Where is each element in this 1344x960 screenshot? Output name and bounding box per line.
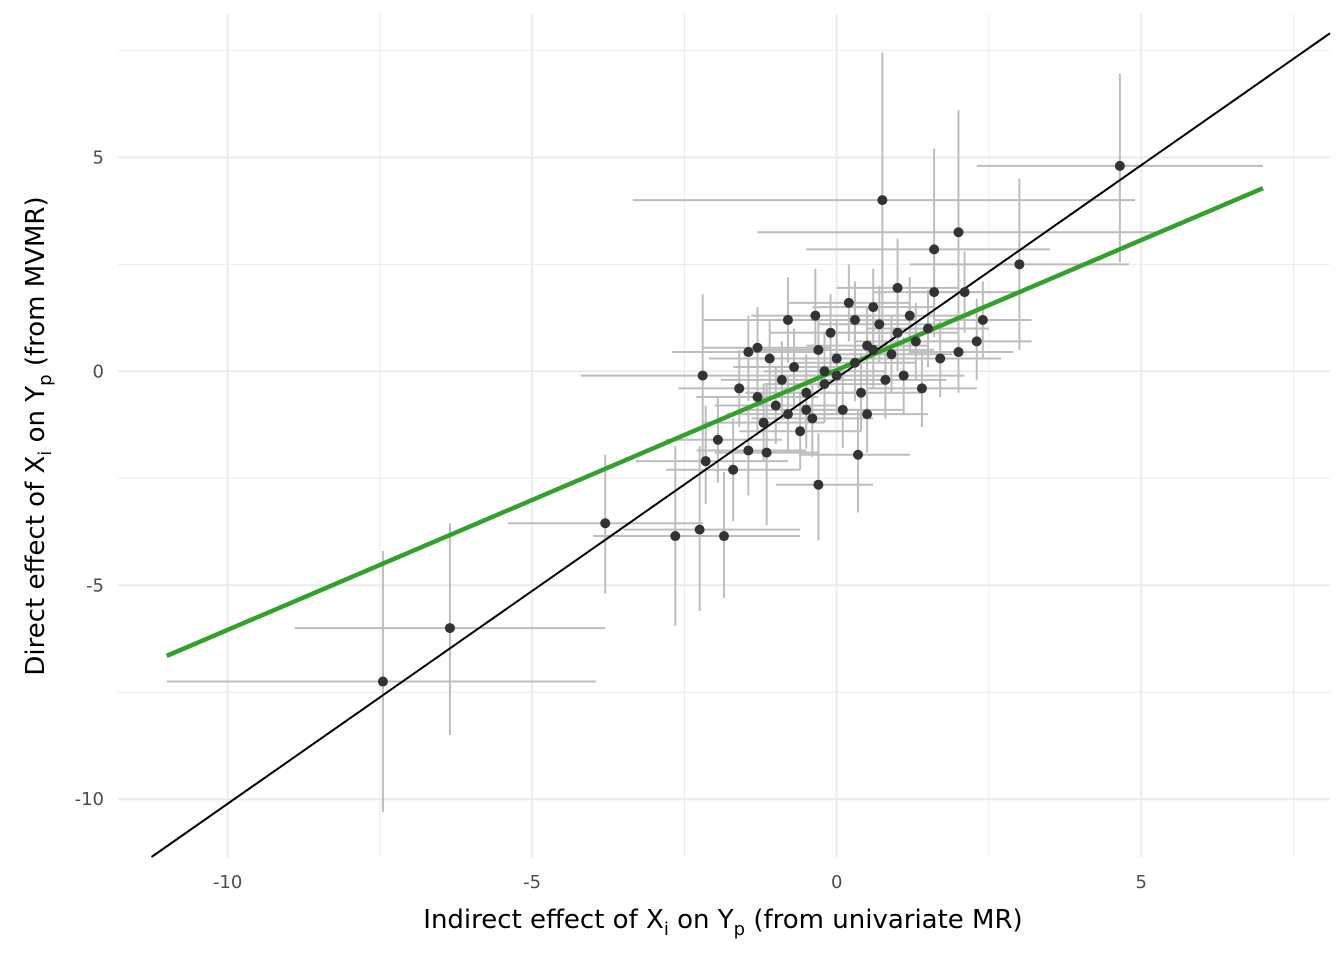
x-tick-label: 5: [1135, 872, 1146, 893]
data-point: [819, 379, 830, 390]
data-point: [444, 623, 455, 634]
data-point: [916, 383, 927, 394]
data-point: [935, 353, 946, 364]
data-point: [831, 353, 842, 364]
data-point: [849, 314, 860, 325]
data-point: [712, 434, 723, 445]
data-point: [734, 383, 745, 394]
data-point: [764, 353, 775, 364]
data-point: [719, 531, 729, 542]
identity-line: [150, 32, 1331, 858]
data-point: [801, 387, 812, 398]
data-point: [752, 391, 763, 402]
data-point: [923, 323, 934, 334]
data-point: [776, 374, 787, 385]
data-point: [782, 314, 793, 325]
data-point: [874, 319, 885, 330]
data-point: [898, 370, 909, 381]
data-point: [1014, 259, 1025, 270]
data-point: [377, 676, 388, 687]
y-axis-title: Direct effect of Xi on Yp (from MVMR): [21, 196, 56, 675]
data-point: [825, 327, 836, 338]
y-axis-tick-labels: -10 -5 0 5: [75, 147, 104, 810]
data-point: [904, 310, 915, 321]
data-point: [694, 524, 705, 535]
data-point: [600, 518, 611, 529]
data-point: [892, 327, 903, 338]
x-axis-tick-labels: -10 -5 0 5: [213, 872, 1147, 893]
x-tick-label: 0: [831, 872, 842, 893]
data-point: [868, 344, 879, 355]
data-point: [862, 409, 873, 420]
data-point: [728, 464, 739, 475]
data-point: [843, 297, 854, 308]
x-axis-title: Indirect effect of Xi on Yp (from univar…: [423, 905, 1022, 940]
data-point: [795, 426, 806, 437]
data-point: [700, 456, 711, 467]
data-point: [971, 336, 982, 347]
data-point: [810, 310, 821, 321]
data-point: [953, 347, 964, 358]
data-point: [801, 404, 812, 415]
data-point: [770, 400, 781, 411]
x-tick-label: -10: [213, 872, 242, 893]
trend-lines: [150, 32, 1331, 858]
y-tick-label: -10: [75, 789, 104, 810]
data-point: [880, 374, 891, 385]
data-point: [761, 447, 772, 458]
data-point: [752, 342, 763, 353]
data-point: [831, 370, 842, 381]
data-point: [743, 347, 754, 358]
data-point: [953, 227, 964, 238]
data-point: [868, 302, 879, 313]
data-point: [886, 349, 897, 360]
data-point: [697, 370, 708, 381]
data-point: [977, 314, 988, 325]
data-point: [892, 282, 903, 293]
data-point: [758, 417, 769, 428]
data-point: [1114, 160, 1125, 171]
data-point: [819, 366, 830, 377]
y-tick-label: 5: [93, 147, 104, 168]
data-point: [910, 336, 921, 347]
data-point: [807, 413, 818, 424]
data-point: [959, 287, 970, 298]
data-point: [782, 409, 793, 420]
data-point: [852, 449, 863, 460]
data-point: [837, 404, 848, 415]
major-gridlines: [118, 14, 1330, 857]
data-point: [813, 344, 824, 355]
y-tick-label: -5: [86, 575, 104, 596]
minor-gridlines: [118, 14, 1330, 857]
data-point: [849, 357, 860, 368]
regression-line: [165, 186, 1264, 658]
data-point: [670, 531, 681, 542]
y-tick-label: 0: [93, 361, 104, 382]
data-point: [929, 287, 940, 298]
data-point: [743, 445, 754, 456]
error-bars: [166, 52, 1264, 813]
data-point: [789, 362, 800, 373]
data-point: [929, 244, 940, 255]
data-point: [877, 195, 888, 206]
data-points: [377, 160, 1125, 687]
data-point: [856, 387, 867, 398]
data-point: [813, 479, 824, 490]
x-tick-label: -5: [523, 872, 541, 893]
